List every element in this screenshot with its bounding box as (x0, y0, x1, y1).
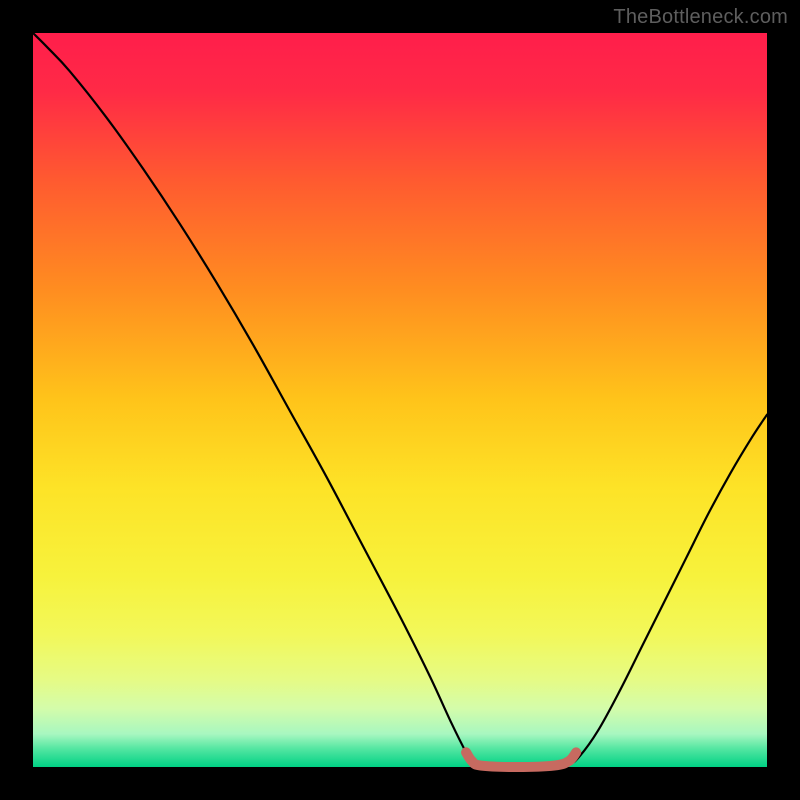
bottleneck-chart (0, 0, 800, 800)
chart-container: TheBottleneck.com (0, 0, 800, 800)
plot-area (33, 33, 767, 767)
